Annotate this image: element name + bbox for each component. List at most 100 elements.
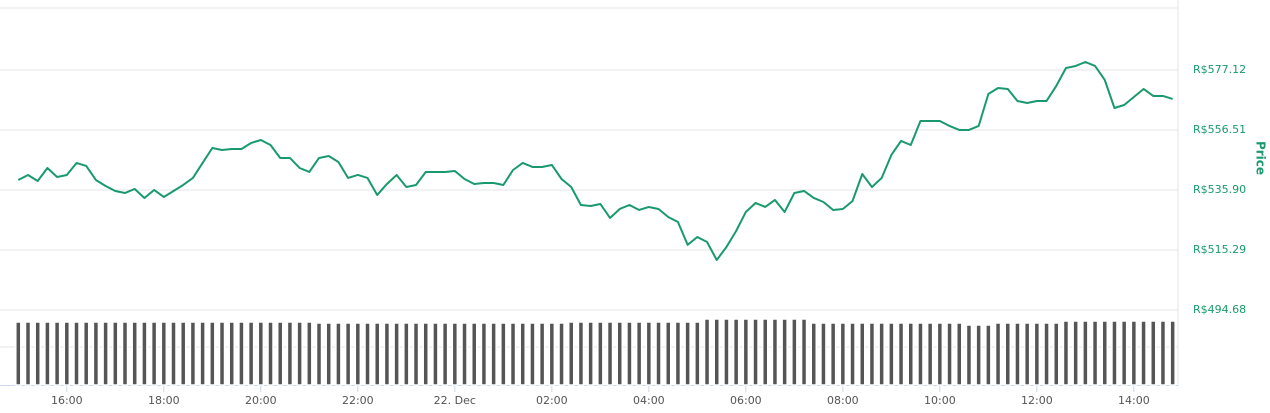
volume-bar: [703, 318, 711, 386]
volume-bar: [985, 324, 992, 386]
volume-bar: [209, 321, 216, 386]
x-tick-label: 14:00: [1118, 394, 1150, 407]
volume-bar: [393, 322, 400, 386]
volume-bar: [1111, 320, 1118, 386]
volume-bar: [451, 322, 459, 386]
volume-bar: [1082, 320, 1089, 386]
volume-bar: [994, 322, 1002, 386]
volume-bar: [373, 322, 381, 386]
volume-bar: [839, 322, 847, 386]
volume-bar: [247, 321, 255, 386]
volume-bar: [858, 322, 866, 386]
volume-bar: [752, 318, 759, 386]
volume-bar: [529, 322, 536, 386]
volume-bar: [354, 322, 362, 386]
volume-bar: [218, 321, 226, 386]
volume-bar: [694, 321, 701, 386]
volume-bar: [771, 318, 779, 386]
volume-bar: [1159, 320, 1167, 386]
volume-bar: [664, 321, 672, 386]
volume-bar: [519, 322, 526, 386]
volume-bar: [500, 322, 507, 386]
volume-bar: [432, 322, 439, 386]
y-tick-label: R$494.68: [1193, 303, 1246, 316]
x-tick-label: 20:00: [245, 394, 277, 407]
volume-bar: [732, 318, 740, 386]
volume-bar: [1150, 320, 1157, 386]
volume-bar: [170, 321, 177, 386]
volume-bar: [335, 322, 342, 386]
volume-bar: [121, 321, 129, 386]
volume-bar: [267, 321, 274, 386]
volume-bar: [53, 321, 61, 386]
volume-bar: [412, 322, 420, 386]
price-line: [17, 60, 1173, 261]
volume-bar: [820, 322, 827, 386]
volume-bar: [325, 322, 332, 386]
volume-bar: [684, 321, 691, 386]
volume-bar: [965, 324, 973, 386]
volume-bar: [24, 321, 32, 386]
x-tick-label: 22:00: [342, 394, 374, 407]
volume-bar: [878, 322, 885, 386]
x-tick-label: 18:00: [148, 394, 180, 407]
volume-bar: [558, 322, 565, 386]
volume-bar: [179, 321, 187, 386]
volume-bar: [403, 322, 410, 386]
y-tick-label: R$556.51: [1193, 123, 1246, 136]
volume-bar: [92, 321, 100, 386]
x-tick-label: 16:00: [51, 394, 83, 407]
x-tick-label: 10:00: [924, 394, 956, 407]
x-tick-label: 02:00: [536, 394, 568, 407]
volume-bar: [1120, 320, 1128, 386]
volume-bar: [1169, 320, 1176, 386]
volume-bar: [257, 321, 265, 386]
x-tick-label: 08:00: [827, 394, 859, 407]
volume-bar: [810, 322, 817, 386]
volume-bar: [791, 318, 798, 386]
volume-bar: [15, 321, 22, 386]
volume-bar: [238, 321, 245, 386]
volume-bar: [490, 322, 497, 386]
volume-bar: [548, 322, 556, 386]
volume-bar: [315, 322, 323, 386]
x-tick-label: 04:00: [633, 394, 665, 407]
volume-bar: [141, 321, 148, 386]
y-tick-label: R$515.29: [1193, 243, 1246, 256]
volume-bar: [1004, 322, 1012, 386]
volume-bar: [616, 321, 623, 386]
volume-bar: [655, 321, 662, 386]
volume-bar: [577, 321, 585, 386]
volume-bar: [781, 318, 788, 386]
volume-bar: [199, 321, 206, 386]
volume-bar: [44, 321, 51, 386]
volume-bar: [470, 322, 478, 386]
volume-bar: [441, 322, 449, 386]
volume-bar: [761, 318, 769, 386]
volume-bar: [228, 321, 235, 386]
volume-bar: [34, 321, 41, 386]
volume-bar: [829, 322, 837, 386]
volume-bar: [936, 322, 944, 386]
volume-bar: [888, 322, 895, 386]
volume-bar: [538, 322, 546, 386]
volume-bar: [286, 321, 294, 386]
volume-bar: [296, 321, 303, 386]
volume-bar: [150, 321, 158, 386]
volume-bar: [73, 321, 80, 386]
volume-bar: [131, 321, 138, 386]
volume-bar: [917, 322, 924, 386]
volume-bar: [1091, 320, 1099, 386]
volume-bar: [509, 322, 517, 386]
volume-bar: [645, 321, 653, 386]
volume-bar: [1062, 320, 1070, 386]
volume-bar: [383, 322, 391, 386]
x-tick-label: 06:00: [730, 394, 762, 407]
volume-bar: [674, 321, 682, 386]
volume-bar: [635, 321, 643, 386]
volume-bar: [276, 321, 284, 386]
volume-bar: [587, 321, 594, 386]
volume-bar: [606, 321, 614, 386]
volume-bar: [926, 322, 934, 386]
